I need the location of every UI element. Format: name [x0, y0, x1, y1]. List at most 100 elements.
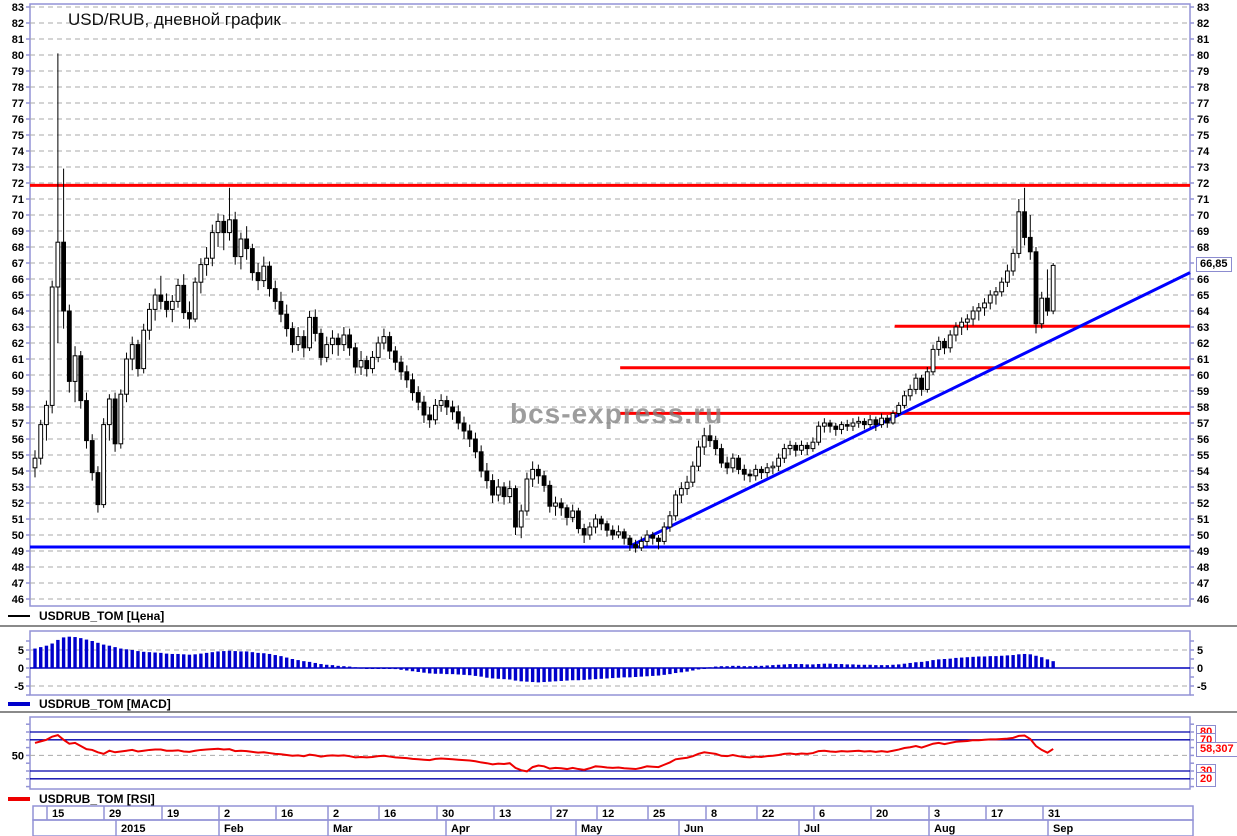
axis-label: Feb — [224, 823, 244, 835]
separator — [0, 711, 1237, 713]
rsi-panel[interactable]: 50 — [12, 716, 1194, 790]
axis-label: 61 — [1197, 354, 1209, 366]
axis-label: 51 — [1197, 514, 1209, 526]
axis-label: 2 — [224, 808, 230, 820]
axis-label: 47 — [12, 578, 24, 590]
axis-label: 66 — [12, 274, 24, 286]
last-price-label: 66,85 — [1196, 257, 1232, 273]
axis-label: 70 — [12, 210, 24, 222]
rsi-line-icon — [8, 797, 30, 801]
axis-label: 77 — [12, 98, 24, 110]
axis-label: 74 — [1197, 146, 1210, 158]
axis-label: 78 — [12, 82, 24, 94]
legend-price-label: USDRUB_TOM [Цена] — [39, 609, 165, 623]
axis-label: 20 — [876, 808, 888, 820]
axis-label: 13 — [499, 808, 511, 820]
axis-label: 83 — [12, 2, 24, 14]
axis-label: 73 — [1197, 162, 1209, 174]
axis-label: 53 — [12, 482, 24, 494]
axis-label: Jun — [684, 823, 704, 835]
axis-label: 62 — [12, 338, 24, 350]
axis-label: May — [581, 823, 603, 835]
axis-label: 48 — [1197, 562, 1209, 574]
axis-label: 30 — [442, 808, 454, 820]
axis-label: 50 — [12, 530, 24, 542]
macd-panel[interactable]: 5 5 0 0 -5 -5 — [14, 630, 1207, 696]
axis-label: 80 — [1197, 50, 1209, 62]
axis-label: 58 — [1197, 402, 1209, 414]
axis-label: 57 — [12, 418, 24, 430]
axis-label: 6 — [819, 808, 825, 820]
axis-label: 57 — [1197, 418, 1209, 430]
axis-label: Apr — [451, 823, 471, 835]
axis-label: 0 — [1197, 663, 1203, 675]
axis-label: 55 — [1197, 450, 1209, 462]
axis-label: 80 — [12, 50, 24, 62]
axis-label: 16 — [384, 808, 396, 820]
axis-label: 64 — [1197, 306, 1210, 318]
axis-label: 67 — [12, 258, 24, 270]
candlestick-series — [32, 53, 1056, 553]
axis-label: 81 — [12, 34, 24, 46]
axis-label: Jul — [804, 823, 820, 835]
axis-label: 56 — [1197, 434, 1209, 446]
axis-label: 27 — [556, 808, 568, 820]
legend-rsi-label: USDRUB_TOM [RSI] — [39, 792, 155, 806]
axis-label: 25 — [653, 808, 665, 820]
axis-label: 46 — [12, 594, 24, 606]
axis-label: 82 — [12, 18, 24, 30]
axis-label: 48 — [12, 562, 24, 574]
axis-label: 63 — [12, 322, 24, 334]
axis-label: 49 — [1197, 546, 1209, 558]
axis-label: 47 — [1197, 578, 1209, 590]
legend-macd: USDRUB_TOM [MACD] — [8, 697, 171, 711]
axis-label: 59 — [1197, 386, 1209, 398]
axis-label: 62 — [1197, 338, 1209, 350]
axis-label: 82 — [1197, 18, 1209, 30]
axis-label: 68 — [1197, 242, 1209, 254]
axis-label: 53 — [1197, 482, 1209, 494]
axis-label: 54 — [12, 466, 25, 478]
axis-label: 5 — [1197, 645, 1203, 657]
price-line-icon — [8, 615, 30, 617]
axis-label: 63 — [1197, 322, 1209, 334]
axis-label: 65 — [12, 290, 24, 302]
axis-label: 72 — [12, 178, 24, 190]
axis-label: 51 — [12, 514, 24, 526]
axis-label: 79 — [1197, 66, 1209, 78]
axis-label: 77 — [1197, 98, 1209, 110]
axis-label: Aug — [934, 823, 955, 835]
rsi-level-label: 20 — [1196, 771, 1217, 787]
axis-label: 69 — [1197, 226, 1209, 238]
axis-label: 75 — [1197, 130, 1209, 142]
axis-label: 3 — [934, 808, 940, 820]
axis-label: 83 — [1197, 2, 1209, 14]
axis-label: 58 — [12, 402, 24, 414]
axis-label: 56 — [12, 434, 24, 446]
axis-label: 55 — [12, 450, 24, 462]
axis-label: 15 — [52, 808, 64, 820]
axis-label: 0 — [18, 663, 24, 675]
axis-label: -5 — [1197, 681, 1207, 693]
axis-label: 50 — [12, 750, 24, 762]
axis-label: 79 — [12, 66, 24, 78]
axis-label: 81 — [1197, 34, 1209, 46]
level-lines — [30, 183, 1191, 549]
time-axis[interactable]: 15 29 19 2 16 2 16 30 13 27 12 25 8 22 6 20 3 17 31 2015 Feb… — [32, 805, 1194, 836]
legend-macd-label: USDRUB_TOM [MACD] — [39, 697, 171, 711]
axis-label: 50 — [1197, 530, 1209, 542]
axis-label: 8 — [711, 808, 717, 820]
separator — [0, 625, 1237, 627]
axis-label: 16 — [281, 808, 293, 820]
axis-label: 61 — [12, 354, 24, 366]
axis-label: 59 — [12, 386, 24, 398]
axis-label: 12 — [602, 808, 614, 820]
axis-label: 52 — [1197, 498, 1209, 510]
price-panel[interactable]: 46 46 47 47 48 48 49 49 50 50 51 51 52 52 53 53 54 54 55 55… — [12, 2, 1210, 607]
axis-label: 76 — [1197, 114, 1209, 126]
watermark: bcs-express.ru — [510, 398, 724, 429]
axis-label: 64 — [12, 306, 25, 318]
axis-label: 19 — [167, 808, 179, 820]
